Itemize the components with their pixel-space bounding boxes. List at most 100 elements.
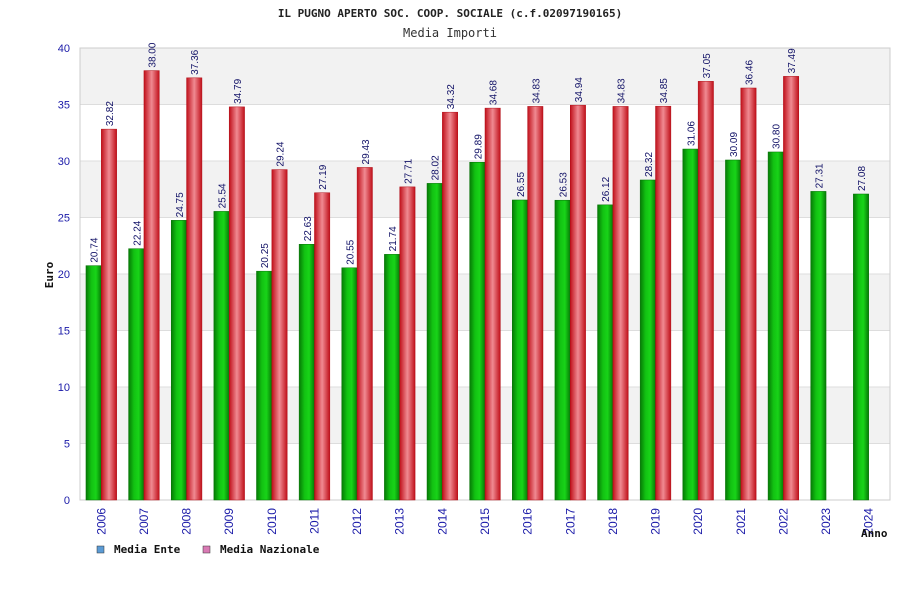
value-label: 31.06 <box>686 121 697 146</box>
value-label: 28.02 <box>431 155 442 180</box>
y-tick-label: 35 <box>58 100 70 112</box>
value-label: 37.49 <box>787 48 798 73</box>
bar-media-ente-2020 <box>682 148 699 501</box>
value-label: 29.89 <box>473 134 484 159</box>
x-tick-label: 2023 <box>819 508 833 535</box>
value-label: 29.24 <box>276 141 287 166</box>
bar-media-ente-2007 <box>128 248 145 501</box>
y-tick-label: 0 <box>64 495 70 507</box>
bar-media-nazionale-2018 <box>612 106 629 501</box>
value-label: 20.55 <box>345 239 356 264</box>
y-tick-label: 40 <box>58 43 70 55</box>
x-tick-label: 2006 <box>94 508 108 535</box>
value-label: 27.08 <box>857 166 868 191</box>
legend-swatch-media-nazionale <box>202 545 211 554</box>
value-label: 29.43 <box>361 139 372 164</box>
y-tick-label: 30 <box>58 156 70 168</box>
value-label: 34.85 <box>659 78 670 103</box>
chart-subtitle: Media Importi <box>403 26 497 40</box>
value-label: 26.12 <box>601 176 612 201</box>
bar-media-nazionale-2012 <box>356 167 373 501</box>
x-tick-label: 2019 <box>649 508 663 535</box>
value-label: 34.83 <box>617 78 628 103</box>
x-tick-label: 2008 <box>180 508 194 535</box>
chart-title: IL PUGNO APERTO SOC. COOP. SOCIALE (c.f.… <box>278 7 622 20</box>
x-tick-label: 2020 <box>691 508 705 535</box>
bar-media-ente-2008 <box>170 220 187 501</box>
value-label: 28.32 <box>644 152 655 177</box>
x-axis-ticks: 2006 2007 2008 2009 2010 2011 2012 2013 2014 2015… <box>94 508 875 535</box>
value-label: 20.74 <box>90 237 101 262</box>
value-label: 37.05 <box>702 53 713 78</box>
legend-swatch-media-ente <box>96 545 105 554</box>
bar-media-nazionale-2015 <box>484 107 501 501</box>
value-label: 24.75 <box>175 192 186 217</box>
y-tick-label: 10 <box>58 382 70 394</box>
bar-media-nazionale-2014 <box>442 111 458 501</box>
y-tick-label: 20 <box>58 269 70 281</box>
y-axis-title: Euro <box>43 261 56 288</box>
value-label: 34.68 <box>489 80 500 105</box>
value-label: 30.09 <box>729 132 740 157</box>
value-label: 27.71 <box>403 158 414 183</box>
x-tick-label: 2009 <box>222 508 236 535</box>
bar-media-nazionale-2007 <box>143 70 160 501</box>
value-label: 22.63 <box>303 216 314 241</box>
x-tick-label: 2022 <box>776 508 790 535</box>
value-label: 26.53 <box>559 172 570 197</box>
value-label: 26.55 <box>516 172 527 197</box>
x-tick-label: 2018 <box>606 508 620 535</box>
value-label: 38.00 <box>148 42 159 67</box>
bar-media-nazionale-2022 <box>783 76 800 501</box>
value-label: 34.94 <box>574 77 585 102</box>
bar-media-nazionale-2013 <box>399 186 416 501</box>
bar-media-ente-2017 <box>554 199 571 501</box>
x-tick-label: 2024 <box>862 508 876 535</box>
bar-media-ente-2023 <box>810 191 827 501</box>
x-tick-label: 2016 <box>521 508 535 535</box>
value-label: 32.82 <box>105 101 116 126</box>
value-label: 37.36 <box>190 49 201 74</box>
bar-media-ente-2006 <box>85 265 102 501</box>
value-label: 34.83 <box>531 78 542 103</box>
bar-media-ente-2013 <box>384 254 400 501</box>
y-tick-label: 5 <box>64 439 70 451</box>
value-label: 20.25 <box>260 243 271 268</box>
bar-media-nazionale-2006 <box>101 128 117 501</box>
x-tick-label: 2011 <box>307 508 321 534</box>
y-axis-ticks: 0 5 10 15 20 25 30 35 40 <box>58 43 70 507</box>
value-label: 34.32 <box>446 84 457 109</box>
bar-media-ente-2018 <box>597 204 614 501</box>
bar-media-nazionale-2019 <box>655 105 672 501</box>
y-tick-label: 15 <box>58 326 70 338</box>
bar-media-ente-2019 <box>639 179 656 501</box>
bar-media-nazionale-2021 <box>740 87 757 501</box>
bar-media-ente-2015 <box>469 161 486 501</box>
bar-media-nazionale-2020 <box>697 81 714 501</box>
x-tick-label: 2014 <box>435 508 449 535</box>
x-tick-label: 2010 <box>265 508 279 535</box>
bar-media-ente-2014 <box>426 183 443 501</box>
bar-media-ente-2009 <box>213 211 230 501</box>
legend-label-media-ente: Media Ente <box>114 543 181 556</box>
bar-media-ente-2022 <box>767 151 784 501</box>
x-tick-label: 2021 <box>734 508 748 535</box>
value-label: 27.19 <box>318 164 329 189</box>
x-tick-label: 2013 <box>393 508 407 535</box>
x-tick-label: 2012 <box>350 508 364 535</box>
bar-media-ente-2010 <box>256 270 273 501</box>
value-label: 30.80 <box>772 123 783 148</box>
bar-media-nazionale-2009 <box>228 106 245 501</box>
bar-media-ente-2021 <box>725 159 742 501</box>
value-label: 27.31 <box>814 163 825 188</box>
value-label: 36.46 <box>744 60 755 85</box>
bar-media-ente-2024 <box>853 193 869 501</box>
value-label: 34.79 <box>233 78 244 103</box>
bar-media-ente-2016 <box>512 199 528 501</box>
value-label: 22.24 <box>132 220 143 245</box>
bar-media-nazionale-2017 <box>570 104 586 501</box>
y-tick-label: 25 <box>58 213 70 225</box>
value-label: 21.74 <box>388 226 399 251</box>
bar-media-nazionale-2011 <box>314 192 331 501</box>
bar-media-ente-2011 <box>298 244 315 501</box>
